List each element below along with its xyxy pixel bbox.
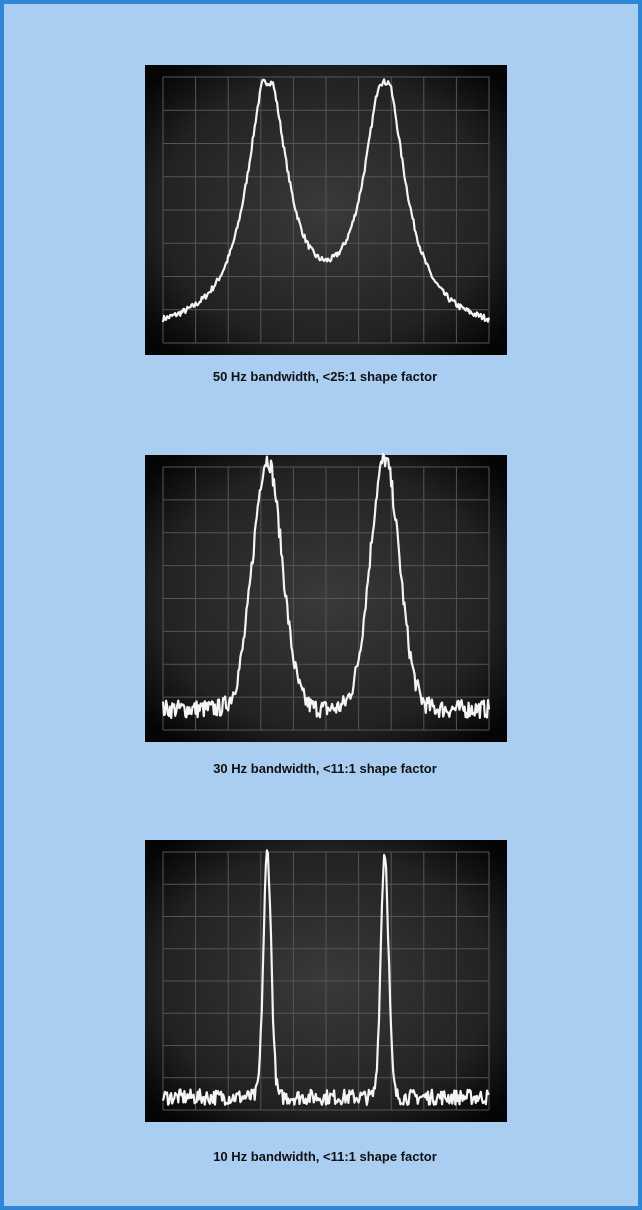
caption: 10 Hz bandwidth, <11:1 shape factor bbox=[213, 1149, 437, 1164]
caption: 50 Hz bandwidth, <25:1 shape factor bbox=[213, 369, 437, 384]
trace bbox=[161, 452, 491, 719]
caption: 30 Hz bandwidth, <11:1 shape factor bbox=[213, 761, 437, 776]
trace bbox=[161, 78, 491, 323]
trace bbox=[161, 849, 490, 1106]
